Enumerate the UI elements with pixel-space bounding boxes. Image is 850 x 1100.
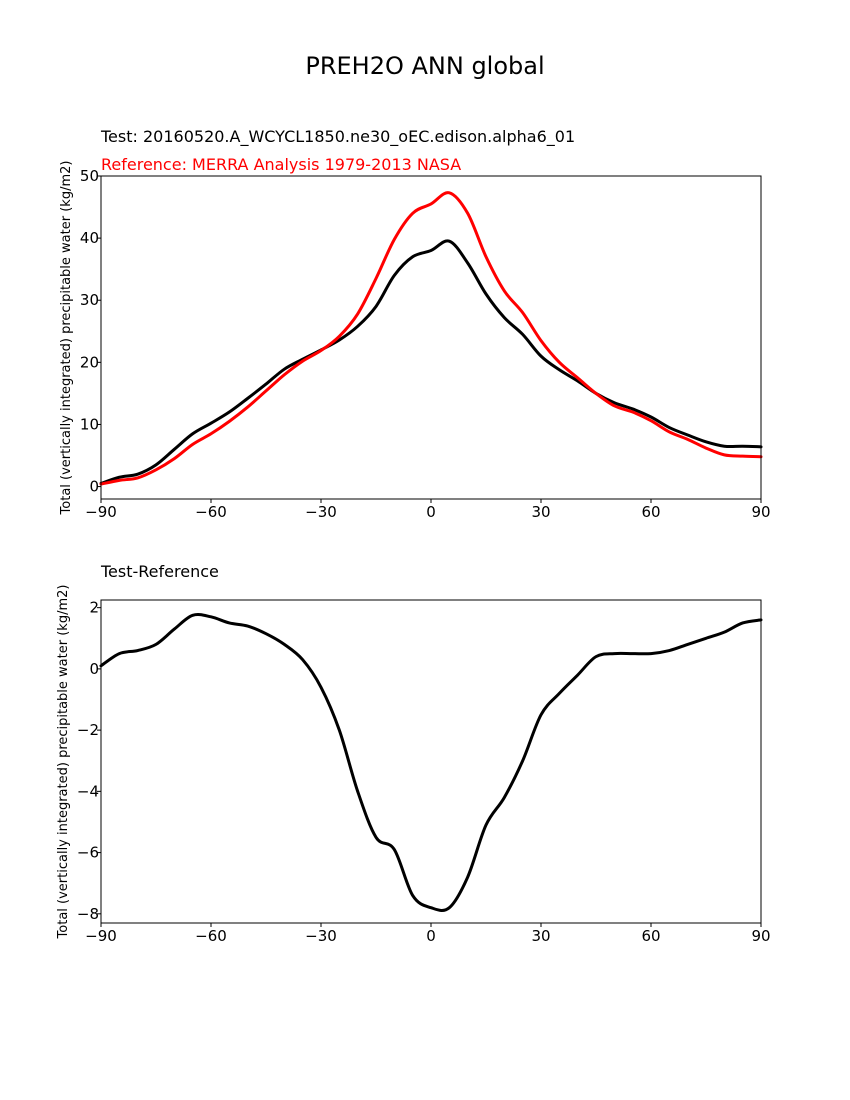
top-chart-y-tick-label: 20 (80, 353, 99, 371)
difference-chart-x-tick-label: −30 (305, 927, 337, 945)
top-chart-series-test (99, 239, 763, 485)
difference-chart-lines (99, 613, 763, 912)
test-label: Test: 20160520.A_WCYCL1850.ne30_oEC.edis… (100, 127, 575, 147)
difference-chart-title: Test-Reference (100, 562, 219, 581)
top-chart-x-tick-label: 60 (641, 503, 660, 521)
top-chart-y-tick-label: 30 (80, 291, 99, 309)
top-chart-y-tick-label: 10 (80, 415, 99, 433)
figure-title: PREH2O ANN global (305, 52, 544, 80)
difference-chart-y-tick-label: 2 (89, 599, 99, 617)
difference-chart-y-tick-label: −4 (77, 782, 99, 800)
top-chart-lines (99, 191, 763, 486)
top-chart-y-tick-label: 40 (80, 229, 99, 247)
difference-chart-ylabel: Total (vertically integrated) precipitab… (56, 585, 71, 940)
difference-chart-x-tick-label: −60 (195, 927, 227, 945)
top-chart-x-tick-label: 90 (751, 503, 770, 521)
top-chart-x-tick-label: 30 (531, 503, 550, 521)
difference-chart-y-tick-label: 0 (89, 660, 99, 678)
difference-chart-y-tick-label: −6 (77, 844, 99, 862)
difference-chart-x-tick-label: 60 (641, 927, 660, 945)
top-chart-x-tick-label: 0 (426, 503, 436, 521)
top-chart-series-reference (99, 191, 763, 486)
top-chart-ylabel: Total (vertically integrated) precipitab… (59, 161, 74, 516)
difference-chart-x-tick-label: 90 (751, 927, 770, 945)
difference-chart-x-tick-label: −90 (85, 927, 117, 945)
top-chart-axes: −90 −60 −30 0 30 60 90 0 10 20 30 40 50 (80, 167, 771, 521)
difference-chart-x-tick-label: 30 (531, 927, 550, 945)
difference-chart-y-tick-label: −2 (77, 721, 99, 739)
top-chart-x-tick-label: −90 (85, 503, 117, 521)
difference-chart-axes: −90 −60 −30 0 30 60 90 −8 −6 −4 −2 0 2 (77, 599, 771, 945)
reference-label: Reference: MERRA Analysis 1979-2013 NASA (101, 155, 461, 174)
difference-chart-x-tick-label: 0 (426, 927, 436, 945)
top-chart-x-tick-label: −60 (195, 503, 227, 521)
top-chart-x-tick-label: −30 (305, 503, 337, 521)
top-chart-y-tick-label: 50 (80, 167, 99, 185)
difference-chart-series-test-reference (99, 613, 763, 912)
top-chart-y-tick-label: 0 (89, 478, 99, 496)
difference-chart-y-tick-label: −8 (77, 905, 99, 923)
